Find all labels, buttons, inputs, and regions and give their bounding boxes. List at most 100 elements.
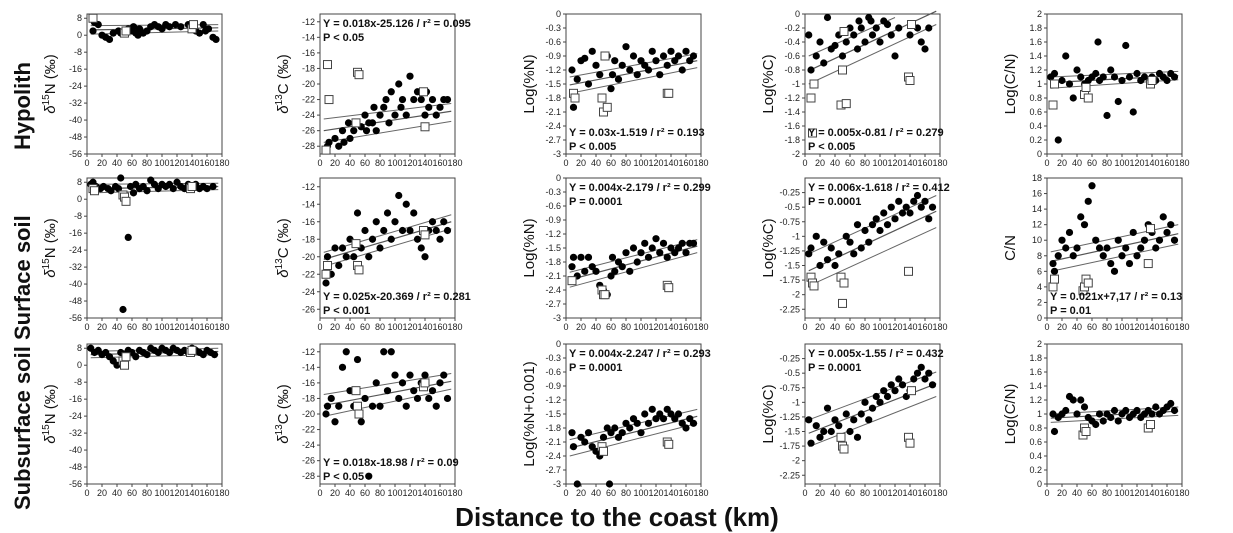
y-tick-label: -48 [69,462,82,472]
data-point-filled [1170,236,1179,244]
data-point-filled [362,127,371,135]
data-point-filled [1065,80,1074,88]
y-tick-label: -24 [69,411,82,421]
data-point-filled [805,250,813,258]
data-point-filled [398,95,407,104]
data-point-filled [637,429,645,437]
data-point-filled [652,57,660,65]
data-point-filled [827,244,835,252]
data-point-open [664,439,674,449]
y-tick-label: -26 [302,126,315,136]
y-tick-label: -0.75 [779,217,800,227]
data-point-filled [124,233,132,241]
x-tick-label: 120 [169,322,184,332]
data-point-filled [902,203,910,211]
y-tick-label: 0.2 [1029,135,1042,145]
data-point-open [838,298,847,308]
data-point-filled [807,66,815,74]
x-tick-label: 160 [1159,322,1174,332]
data-point-filled [816,38,824,46]
data-point-filled [626,66,634,74]
data-point-filled [428,387,437,395]
data-point-filled [353,209,362,217]
y-tick-label: -1.25 [779,246,800,256]
x-tick-label: 140 [184,488,199,498]
data-point-filled [917,38,925,46]
data-point-open [1048,100,1058,110]
x-tick-label: 80 [1102,488,1112,498]
x-tick-label: 20 [1057,158,1067,168]
x-tick-label: 60 [360,158,370,168]
data-point-filled [1062,244,1070,252]
data-point-filled [1133,252,1141,260]
data-point-filled [584,429,593,437]
data-point-open [838,65,847,75]
data-point-filled [1167,399,1175,408]
x-tick-label: 180 [693,488,708,498]
x-tick-label: 0 [563,488,568,498]
y-tick-label: -18 [302,234,315,244]
data-point-filled [1140,73,1149,81]
data-point-open [1081,427,1091,436]
y-tick-label: -1 [792,231,800,241]
y-tick-label: -0.3 [545,353,561,363]
data-point-filled [876,38,884,46]
data-point-filled [323,253,332,261]
data-point-filled [855,17,863,25]
x-tick-label: 40 [112,488,122,498]
data-point-open [839,278,849,288]
x-tick-label: 160 [432,488,447,498]
x-tick-label: 140 [663,158,678,168]
x-tick-label: 40 [345,158,355,168]
x-tick-label: 180 [214,322,229,332]
data-point-filled [823,404,832,412]
y-tick-label: -32 [69,262,82,272]
data-point-open [323,60,332,70]
x-tick-label: 60 [606,158,616,168]
data-point-open [808,128,817,138]
data-point-open [839,444,849,454]
y-tick-label: 10 [1032,235,1042,245]
data-point-filled [1054,252,1062,260]
y-axis-label: δ13C (‰) [274,54,292,113]
data-point-filled [831,261,839,270]
data-point-filled [432,226,440,235]
x-tick-label: 20 [815,158,825,168]
data-point-open [187,345,197,355]
y-tick-label: -8 [74,211,82,221]
data-point-filled [1049,259,1057,268]
data-point-filled [372,218,380,226]
y-tick-label: -32 [69,98,82,108]
data-point-filled [1122,406,1130,415]
x-tick-label: 0 [1044,488,1049,498]
data-point-filled [1152,403,1160,411]
x-tick-label: 160 [432,322,447,332]
y-tick-label: -2.7 [545,135,561,145]
data-point-filled [906,31,914,39]
data-point-filled [838,52,847,60]
data-point-filled [659,415,668,423]
data-point-filled [1092,236,1100,244]
x-tick-label: 120 [402,322,417,332]
confidence-line [323,388,452,417]
data-point-filled [443,226,452,235]
y-tick-label: 0.4 [1029,121,1042,131]
data-point-filled [805,31,813,39]
regression-annotation: P < 0.005 [569,141,616,153]
y-tick-label: -2.1 [545,107,561,117]
data-point-filled [1069,252,1077,260]
y-tick-label: 8 [77,177,82,187]
regression-annotation: Y = 0.021x+7,17 / r² = 0.13 [1050,291,1182,303]
y-tick-label: 12 [1032,220,1042,230]
data-point-open [664,88,674,98]
y-tick-label: 0 [556,339,561,349]
data-point-filled [867,17,875,25]
x-tick-label: 80 [375,158,385,168]
data-point-filled [618,429,626,437]
x-tick-label: 20 [815,322,825,332]
data-point-filled [861,226,869,235]
data-point-filled [622,249,630,257]
data-point-filled [1159,213,1167,221]
data-point-filled [1140,236,1149,244]
y-tick-label: 1.6 [1029,37,1042,47]
